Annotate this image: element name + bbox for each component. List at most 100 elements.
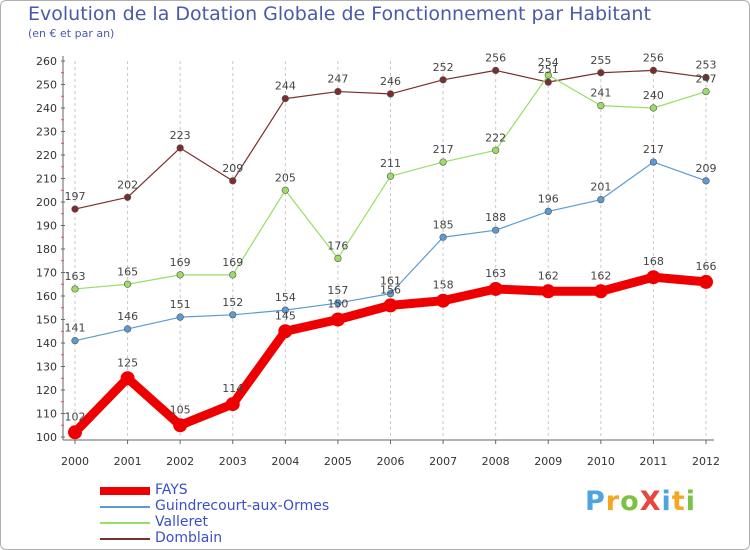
y-tick-label-190: 190 [36,220,57,233]
data-label-fays-2010: 162 [590,269,611,282]
data-label-valleret-2008: 222 [485,131,506,144]
data-label-domblain-2005: 247 [327,73,348,86]
y-tick-label-240: 240 [36,102,57,115]
legend-label-valleret: Valleret [155,514,209,530]
point-fays-2009 [541,284,556,299]
data-label-fays-2006: 156 [380,283,401,296]
point-valleret-2003 [229,271,237,279]
y-tick-label-260: 260 [36,55,57,68]
x-tick-label-2007: 2007 [429,455,457,468]
data-label-fays-2011: 168 [643,255,664,268]
x-tick-label-2009: 2009 [534,455,562,468]
point-valleret-2001 [123,280,132,288]
axis-layer: 1001101201301401501601701801902002102202… [36,55,720,468]
point-fays-2007 [436,293,451,308]
y-tick-label-200: 200 [36,196,57,209]
legend-label-domblain: Domblain [155,530,223,546]
legend-swatch-guindrecourt [100,505,150,508]
data-label-domblain-2000: 197 [65,190,86,203]
y-tick-label-150: 150 [36,314,57,327]
y-tick-label-250: 250 [36,79,57,92]
data-label-fays-2004: 145 [275,309,296,322]
y-tick-label-220: 220 [36,149,57,162]
data-label-fays-2005: 150 [327,298,348,311]
y-tick-label-140: 140 [36,337,57,350]
point-guindrecourt-aux-ormes-2005 [334,299,342,307]
data-label-domblain-2012: 253 [696,58,717,71]
data-label-guindrecourt-aux-ormes-2004: 154 [275,291,296,304]
point-guindrecourt-aux-ormes-2008 [492,226,500,234]
point-valleret-2002 [176,271,184,279]
point-fays-2004 [278,324,293,339]
point-guindrecourt-aux-ormes-2012 [702,177,710,185]
data-label-domblain-2004: 244 [275,80,296,93]
point-domblain-2008 [492,66,500,74]
data-label-valleret-2010: 241 [590,87,611,100]
logo-letter: o [620,486,640,517]
logo-letter: X [639,486,662,517]
point-domblain-2011 [649,66,658,74]
logo-letter: i [685,486,696,517]
legend-label-fays: FAYS [155,482,188,498]
data-label-fays-2000: 102 [65,410,86,423]
data-label-guindrecourt-aux-ormes-2001: 146 [117,310,138,323]
data-label-layer: 197 202 223 209 244 247 246 252 256 251 255 256 253 1… [65,51,717,423]
point-valleret-2005 [334,254,342,262]
proxiti-logo: ProXiti [585,486,696,517]
data-label-valleret-2007: 217 [433,143,454,156]
point-guindrecourt-aux-ormes-2000 [71,337,79,345]
data-label-guindrecourt-aux-ormes-2005: 157 [327,284,348,297]
y-tick-label-100: 100 [36,431,57,444]
data-label-fays-2007: 158 [433,279,454,292]
data-label-domblain-2010: 255 [590,54,611,67]
grid-layer [74,61,707,437]
logo-letter: r [605,486,621,517]
legend-swatch-domblain [100,537,150,540]
data-label-guindrecourt-aux-ormes-2002: 151 [170,298,191,311]
point-fays-2003 [225,397,240,412]
x-tick-label-2004: 2004 [271,455,299,468]
data-label-domblain-2011: 256 [643,51,664,64]
point-valleret-2012 [702,87,710,96]
point-fays-2006 [383,298,398,313]
x-tick-label-2008: 2008 [482,455,510,468]
data-label-domblain-2002: 223 [170,129,191,142]
point-guindrecourt-aux-ormes-2009 [544,207,552,215]
x-tick-label-2003: 2003 [219,455,247,468]
x-tick-label-2011: 2011 [639,455,667,468]
point-domblain-2002 [176,144,184,152]
y-tick-label-180: 180 [36,243,57,256]
point-domblain-2006 [386,90,395,98]
point-valleret-2010 [597,102,605,110]
x-tick-label-2000: 2000 [61,455,89,468]
point-domblain-2012 [702,73,710,82]
point-guindrecourt-aux-ormes-2002 [176,313,184,321]
data-label-valleret-2012: 247 [696,73,717,86]
point-guindrecourt-aux-ormes-2007 [439,233,447,241]
point-fays-2002 [173,418,188,433]
y-tick-label-160: 160 [36,290,57,303]
y-tick-label-210: 210 [36,173,57,186]
point-guindrecourt-aux-ormes-2010 [597,196,605,204]
logo-letter: t [671,486,686,517]
data-label-valleret-2005: 176 [327,239,348,252]
point-guindrecourt-aux-ormes-2001 [123,325,132,333]
point-valleret-2006 [386,172,395,180]
y-tick-label-110: 110 [36,408,57,421]
data-label-domblain-2008: 256 [485,51,506,64]
point-fays-2005 [330,312,345,327]
data-label-fays-2001: 125 [117,356,138,369]
y-tick-label-130: 130 [36,361,57,374]
data-label-valleret-2004: 205 [275,171,296,184]
legend-label-guindrecourt: Guindrecourt-aux-Ormes [155,498,330,514]
legend-swatch-valleret [100,521,150,524]
point-domblain-2004 [281,94,289,103]
data-label-valleret-2000: 163 [65,270,86,283]
x-tick-label-2005: 2005 [324,455,352,468]
point-fays-2000 [68,425,82,440]
x-tick-label-2010: 2010 [587,455,615,468]
data-label-domblain-2006: 246 [380,75,401,88]
point-guindrecourt-aux-ormes-2006 [386,290,395,298]
point-fays-2001 [120,371,135,386]
